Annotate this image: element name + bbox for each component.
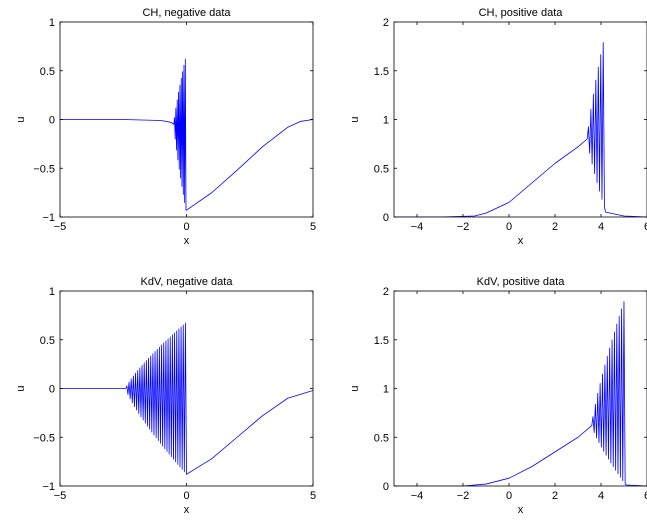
ch-negative-ytick-label: 0 bbox=[49, 115, 55, 127]
kdv-positive-xtick-label: 6 bbox=[644, 490, 647, 502]
ch-negative-series-line bbox=[60, 58, 313, 211]
ch-negative-ytick-label: −1 bbox=[42, 212, 55, 224]
kdv-positive-series-line bbox=[394, 301, 647, 486]
ch-positive-ytick-label: 2 bbox=[383, 17, 389, 29]
kdv-negative-ytick-label: −0.5 bbox=[33, 432, 55, 444]
ch-positive-xtick-label: 0 bbox=[506, 221, 512, 233]
ch-negative-ytick-label: 1 bbox=[49, 17, 55, 29]
kdv-negative-xtick-label: 0 bbox=[183, 490, 189, 502]
ch-positive-xtick-label: 4 bbox=[598, 221, 604, 233]
kdv-negative-chart: −5 0 5 −1 −0.5 0 0.5 1 KdV, negative data x u bbox=[15, 276, 316, 516]
kdv-negative-ylabel: u bbox=[15, 385, 27, 391]
kdv-positive-xlabel: x bbox=[518, 504, 524, 516]
ch-negative-chart: −5 0 5 −1 −0.5 0 0.5 1 CH, negative data x u bbox=[15, 7, 316, 247]
kdv-negative-xtick-label: −5 bbox=[54, 490, 67, 502]
kdv-positive-xtick-label: 0 bbox=[506, 490, 512, 502]
kdv-positive-ytick-label: 2 bbox=[383, 286, 389, 298]
ch-positive-ytick-label: 1.5 bbox=[374, 66, 389, 78]
ch-negative-title: CH, negative data bbox=[142, 7, 231, 19]
ch-positive-xtick-label: −2 bbox=[457, 221, 470, 233]
ch-positive-ytick-label: 0 bbox=[383, 212, 389, 224]
ch-negative-xlabel: x bbox=[184, 235, 190, 247]
kdv-positive-chart: −4 −2 0 2 4 6 0 0.5 1 1.5 2 KdV, positive data x u bbox=[349, 276, 647, 516]
ch-negative-ytick-label: −0.5 bbox=[33, 163, 55, 175]
ch-positive-series-line bbox=[394, 42, 647, 217]
ch-positive-ytick-label: 1 bbox=[383, 115, 389, 127]
kdv-positive-title: KdV, positive data bbox=[477, 276, 566, 288]
kdv-positive-ytick-label: 0.5 bbox=[374, 432, 389, 444]
kdv-negative-series-line bbox=[60, 322, 313, 475]
kdv-positive-xtick-label: 2 bbox=[552, 490, 558, 502]
kdv-positive-xtick-label: −2 bbox=[457, 490, 470, 502]
kdv-negative-ytick-label: −1 bbox=[42, 481, 55, 493]
kdv-negative-ytick-label: 0 bbox=[49, 384, 55, 396]
ch-negative-xtick-label: 5 bbox=[310, 221, 316, 233]
ch-positive-xtick-label: −4 bbox=[411, 221, 424, 233]
ch-negative-ytick-label: 0.5 bbox=[40, 66, 55, 78]
kdv-negative-ytick-label: 1 bbox=[49, 286, 55, 298]
ch-positive-chart: −4 −2 0 2 4 6 0 0.5 1 1.5 2 CH, positive data x u bbox=[349, 7, 647, 247]
kdv-positive-ytick-label: 1.5 bbox=[374, 335, 389, 347]
ch-positive-title: CH, positive data bbox=[479, 7, 564, 19]
ch-negative-xtick-label: −5 bbox=[54, 221, 67, 233]
ch-positive-ylabel: u bbox=[349, 116, 361, 122]
kdv-positive-ytick-label: 0 bbox=[383, 481, 389, 493]
ch-positive-ytick-label: 0.5 bbox=[374, 163, 389, 175]
ch-positive-xtick-label: 2 bbox=[552, 221, 558, 233]
kdv-positive-xtick-label: 4 bbox=[598, 490, 604, 502]
ch-positive-xtick-label: 6 bbox=[644, 221, 647, 233]
kdv-positive-ylabel: u bbox=[349, 385, 361, 391]
kdv-negative-xtick-label: 5 bbox=[310, 490, 316, 502]
kdv-negative-title: KdV, negative data bbox=[141, 276, 234, 288]
kdv-positive-xtick-label: −4 bbox=[411, 490, 424, 502]
ch-positive-axes-frame bbox=[393, 21, 647, 218]
kdv-negative-xlabel: x bbox=[184, 504, 190, 516]
kdv-negative-ytick-label: 0.5 bbox=[40, 335, 55, 347]
ch-positive-xlabel: x bbox=[518, 235, 524, 247]
kdv-positive-ytick-label: 1 bbox=[383, 384, 389, 396]
ch-negative-ylabel: u bbox=[15, 116, 27, 122]
ch-negative-xtick-label: 0 bbox=[183, 221, 189, 233]
